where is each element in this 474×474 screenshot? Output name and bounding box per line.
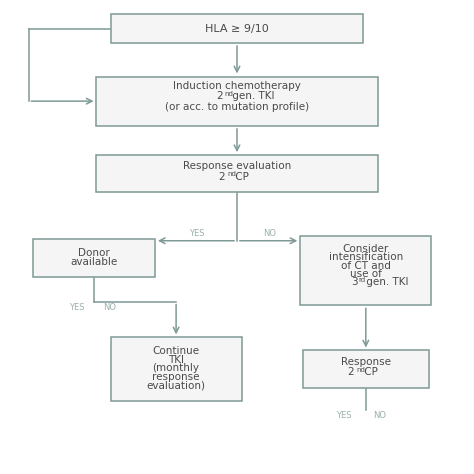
FancyBboxPatch shape — [110, 337, 242, 401]
Text: NO: NO — [263, 229, 276, 238]
Text: Continue: Continue — [153, 346, 200, 356]
Text: YES: YES — [336, 411, 352, 420]
Text: 3: 3 — [351, 277, 357, 287]
Text: Donor: Donor — [78, 248, 110, 258]
Text: nd: nd — [356, 366, 365, 373]
Text: 2: 2 — [219, 172, 225, 182]
Text: rd: rd — [359, 277, 366, 283]
Text: YES: YES — [190, 229, 205, 238]
Text: available: available — [71, 257, 118, 267]
Text: YES: YES — [69, 302, 85, 311]
Text: nd: nd — [227, 171, 236, 177]
FancyBboxPatch shape — [300, 236, 431, 305]
Text: (or acc. to mutation profile): (or acc. to mutation profile) — [165, 102, 309, 112]
Text: gen. TKI: gen. TKI — [229, 91, 274, 101]
Text: CP: CP — [361, 367, 378, 377]
Text: NO: NO — [373, 411, 386, 420]
FancyBboxPatch shape — [302, 350, 429, 388]
Text: gen. TKI: gen. TKI — [364, 277, 409, 287]
Text: use of: use of — [350, 269, 382, 279]
Text: (monthly: (monthly — [153, 363, 200, 373]
FancyBboxPatch shape — [110, 14, 364, 43]
Text: of CT and: of CT and — [341, 261, 391, 271]
Text: NO: NO — [103, 302, 117, 311]
Text: TKI: TKI — [168, 355, 184, 365]
Text: Response: Response — [341, 356, 391, 366]
Text: Consider: Consider — [343, 244, 389, 254]
Text: 2: 2 — [216, 91, 223, 101]
Text: 2: 2 — [347, 367, 354, 377]
FancyBboxPatch shape — [33, 239, 155, 277]
Text: HLA ≥ 9/10: HLA ≥ 9/10 — [205, 24, 269, 34]
Text: response: response — [152, 372, 200, 382]
Text: evaluation): evaluation) — [146, 380, 206, 390]
Text: nd: nd — [224, 91, 233, 97]
Text: intensification: intensification — [328, 252, 403, 262]
Text: CP: CP — [232, 172, 249, 182]
Text: Induction chemotherapy: Induction chemotherapy — [173, 81, 301, 91]
Text: Response evaluation: Response evaluation — [183, 161, 291, 171]
FancyBboxPatch shape — [97, 77, 377, 126]
FancyBboxPatch shape — [97, 155, 377, 192]
